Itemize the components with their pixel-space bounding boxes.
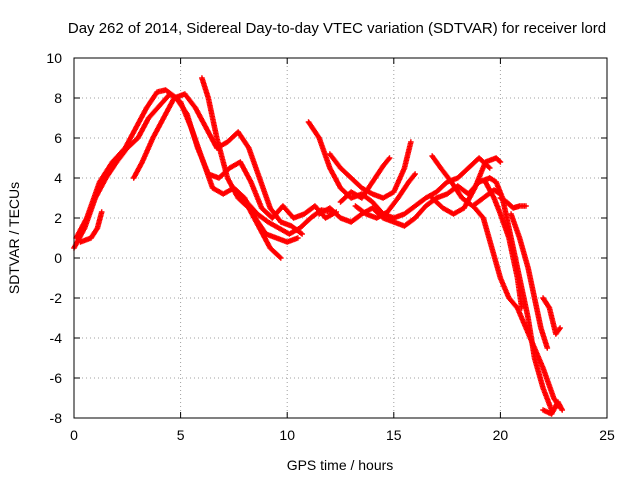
y-tick-label: -2 [50,290,63,306]
data-point [559,407,566,413]
tick-layer: 0 5 10 15 20 25 -8 -6 -4 -2 0 2 4 6 8 10 [46,50,615,443]
chart-title: Day 262 of 2014, Sidereal Day-to-day VTE… [68,20,606,37]
x-axis-label: GPS time / hours [287,457,394,473]
data-point [299,231,305,237]
plot-frame [73,57,608,419]
x-tick-label: 15 [386,427,402,443]
y-tick-label: 2 [54,210,62,226]
data-point [386,155,393,161]
data-point [408,139,414,145]
y-tick-label: 4 [54,170,62,186]
series-track-18 [508,211,551,351]
series-track-11 [352,171,418,221]
data-point [557,325,563,331]
series-layer [71,75,566,417]
data-point [278,255,284,261]
data-point [385,156,392,162]
series-track-4 [130,91,305,237]
grid-layer [74,58,607,418]
series-track-8 [327,139,414,201]
series-track-16 [482,179,525,311]
series-line [308,121,491,219]
y-tick-label: 8 [54,90,62,106]
series-track-7 [305,119,493,221]
data-point [544,345,551,351]
x-tick-label: 0 [70,427,78,443]
data-point [518,305,525,311]
x-tick-label: 20 [493,427,509,443]
data-point [485,164,492,170]
x-tick-label: 10 [279,427,295,443]
y-axis-label: SDTVAR / TECUs [6,182,22,294]
series-track-10 [337,155,393,205]
y-tick-label: -8 [50,410,63,426]
x-tick-label: 25 [599,427,615,443]
data-point [496,158,503,164]
data-point [412,171,418,177]
series-track-13 [429,155,504,217]
data-point [295,235,301,241]
series-track-14 [472,205,563,411]
series-track-12 [429,153,504,209]
data-point [98,209,105,215]
data-point [523,203,529,209]
data-point [486,165,493,171]
series-track-20 [540,399,566,417]
y-tick-label: 10 [46,50,62,66]
series-track-17 [497,195,529,211]
y-tick-label: -4 [50,330,63,346]
y-tick-label: 0 [54,250,62,266]
series-track-19 [540,295,563,337]
data-point [276,254,283,260]
x-tick-label: 5 [177,427,185,443]
y-tick-label: -6 [50,370,63,386]
data-point [411,172,418,178]
series-track-3 [77,209,105,245]
y-tick-label: 6 [54,130,62,146]
data-point [497,159,504,165]
